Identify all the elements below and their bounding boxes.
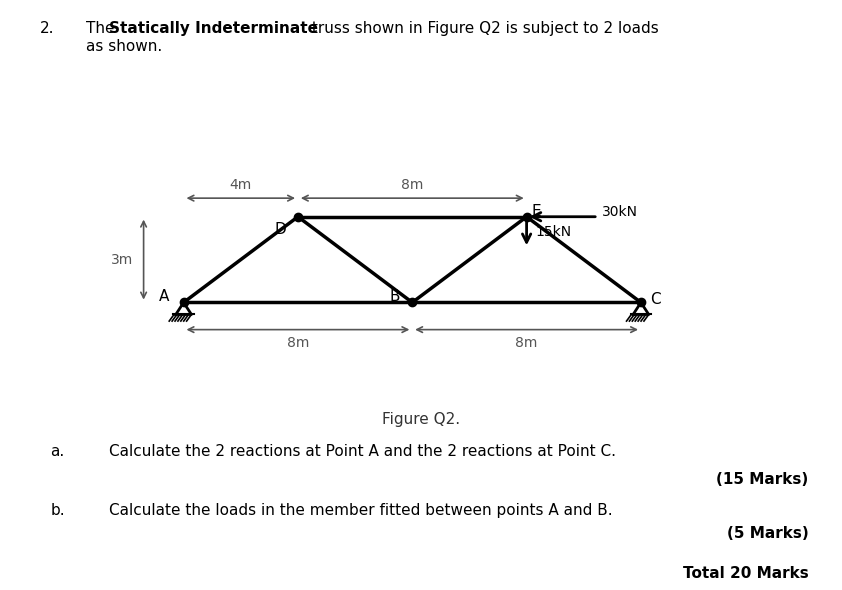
Text: 3m: 3m bbox=[111, 253, 134, 267]
Text: D: D bbox=[275, 222, 286, 237]
Text: Calculate the 2 reactions at Point A and the 2 reactions at Point C.: Calculate the 2 reactions at Point A and… bbox=[109, 444, 616, 458]
Text: Calculate the loads in the member fitted between points A and B.: Calculate the loads in the member fitted… bbox=[109, 503, 613, 517]
Text: 4m: 4m bbox=[230, 178, 252, 192]
Text: Statically Indeterminate: Statically Indeterminate bbox=[109, 21, 318, 36]
Text: (15 Marks): (15 Marks) bbox=[716, 472, 808, 487]
Text: b.: b. bbox=[51, 503, 65, 517]
Text: C: C bbox=[650, 292, 660, 307]
Text: A: A bbox=[158, 289, 168, 304]
Text: Figure Q2.: Figure Q2. bbox=[382, 412, 460, 427]
Text: a.: a. bbox=[51, 444, 65, 458]
Text: truss shown in Figure Q2 is subject to 2 loads: truss shown in Figure Q2 is subject to 2… bbox=[307, 21, 659, 36]
Text: (5 Marks): (5 Marks) bbox=[727, 526, 808, 541]
Text: 2.: 2. bbox=[40, 21, 54, 36]
Text: B: B bbox=[390, 289, 401, 304]
Text: 8m: 8m bbox=[401, 178, 424, 192]
Text: Total 20 Marks: Total 20 Marks bbox=[683, 566, 808, 581]
Text: 8m: 8m bbox=[515, 336, 538, 350]
Text: as shown.: as shown. bbox=[86, 39, 163, 54]
Text: 30kN: 30kN bbox=[602, 205, 638, 219]
Text: E: E bbox=[532, 204, 541, 218]
Text: 15kN: 15kN bbox=[536, 225, 572, 240]
Text: The: The bbox=[86, 21, 120, 36]
Text: 8m: 8m bbox=[287, 336, 309, 350]
